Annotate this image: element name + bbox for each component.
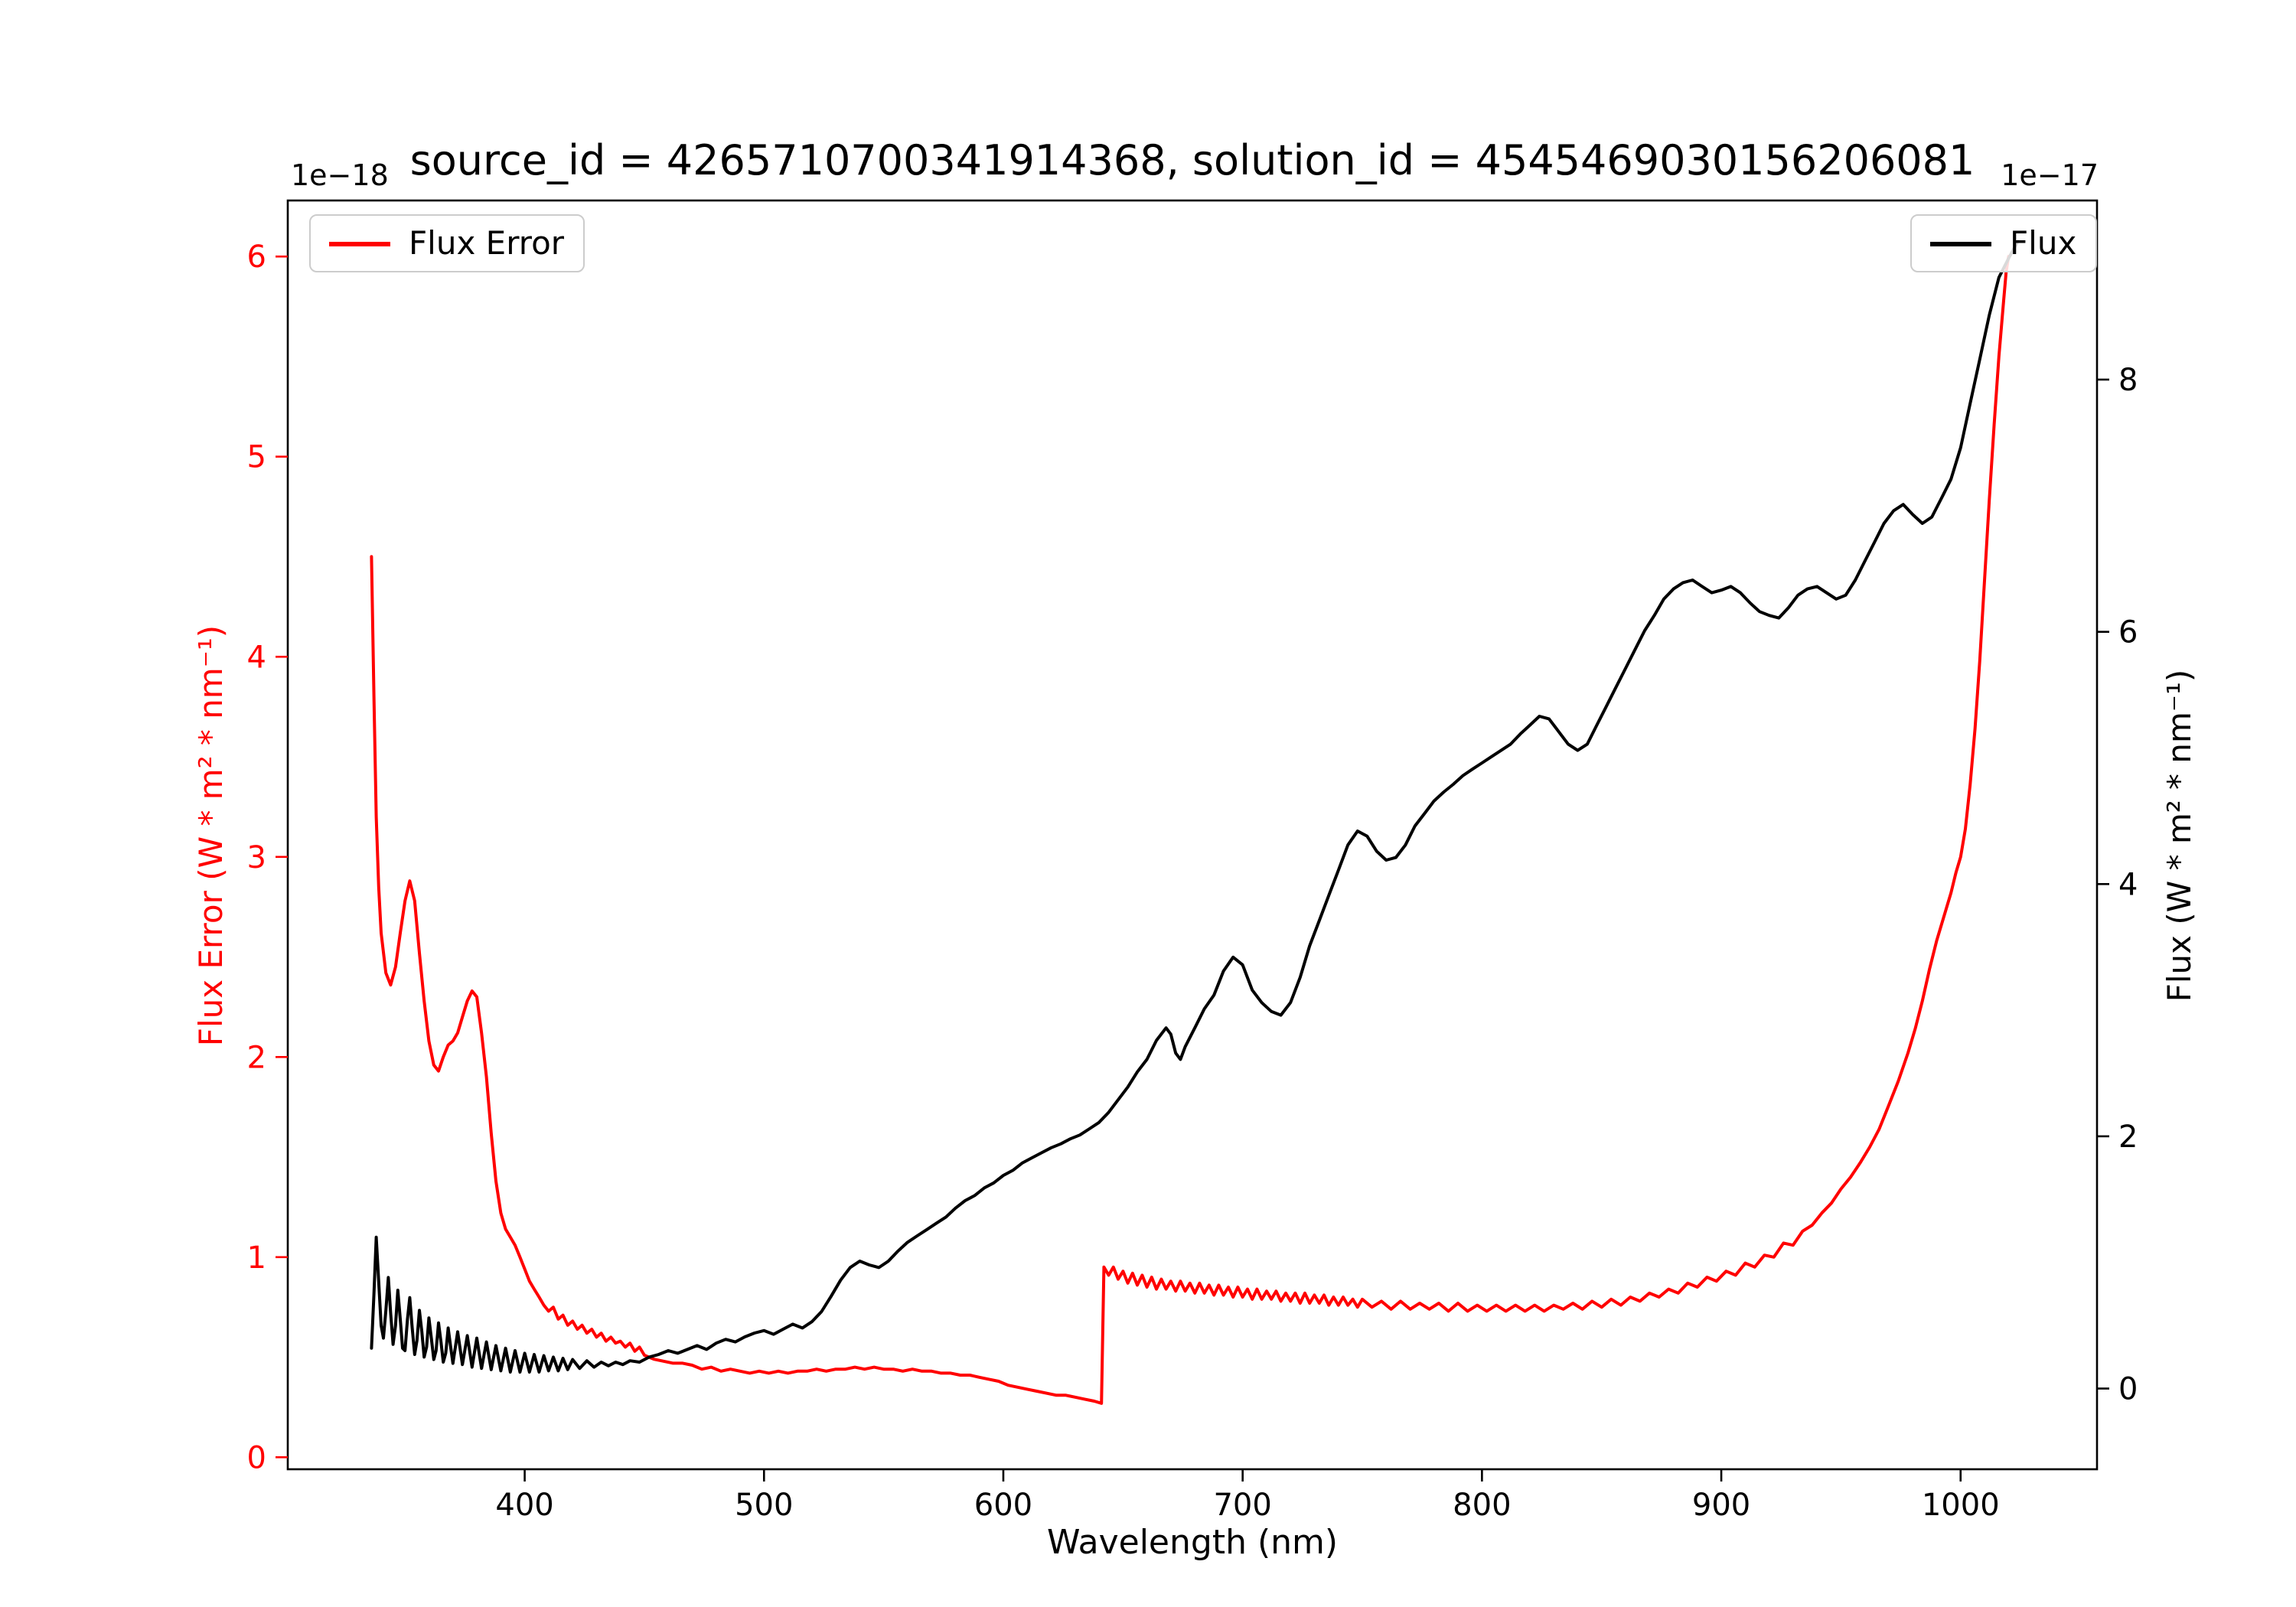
x-tick-label: 500 xyxy=(735,1488,793,1523)
series-line-flux-error xyxy=(370,255,2011,1405)
x-tick-label: 700 xyxy=(1213,1488,1271,1523)
x-tick-label: 400 xyxy=(495,1488,553,1523)
right-tick-label: 8 xyxy=(2118,363,2138,398)
left-axis-offset-text: 1e−18 xyxy=(291,159,389,193)
legend-label-flux: Flux xyxy=(2010,225,2077,262)
plot-border xyxy=(286,199,2099,1471)
right-axis-offset-text: 1e−17 xyxy=(2001,159,2099,193)
chart-title: source_id = 4265710700341914368, solutio… xyxy=(409,138,1975,185)
right-tick-label: 4 xyxy=(2118,867,2138,902)
x-tick-label: 1000 xyxy=(1922,1488,2000,1523)
right-tick-label: 6 xyxy=(2118,615,2138,650)
series-line-flux xyxy=(370,239,2020,1374)
flux-line-sample xyxy=(1930,241,1991,246)
x-axis-label: Wavelength (nm) xyxy=(1046,1524,1339,1563)
left-tick-label: 3 xyxy=(247,840,266,875)
left-tick-label: 6 xyxy=(247,240,266,275)
right-axis-label: Flux (W * m² * nm⁻¹) xyxy=(2161,669,2198,1002)
flux-error-line-sample xyxy=(329,241,390,246)
x-tick-label: 600 xyxy=(974,1488,1032,1523)
x-tick-label: 800 xyxy=(1453,1488,1511,1523)
legend-flux-error: Flux Error xyxy=(309,214,585,272)
left-tick-label: 4 xyxy=(247,640,266,675)
legend-flux: Flux xyxy=(1910,214,2097,272)
right-tick-label: 2 xyxy=(2118,1120,2138,1155)
left-tick-label: 5 xyxy=(247,440,266,475)
right-tick-label: 0 xyxy=(2118,1372,2138,1407)
left-tick-label: 0 xyxy=(247,1440,266,1475)
left-axis-label: Flux Error (W * m² * nm⁻¹) xyxy=(193,624,230,1047)
legend-label-flux-error: Flux Error xyxy=(409,225,565,262)
left-tick-label: 2 xyxy=(247,1040,266,1075)
left-tick-label: 1 xyxy=(247,1240,266,1276)
x-tick-label: 900 xyxy=(1692,1488,1750,1523)
